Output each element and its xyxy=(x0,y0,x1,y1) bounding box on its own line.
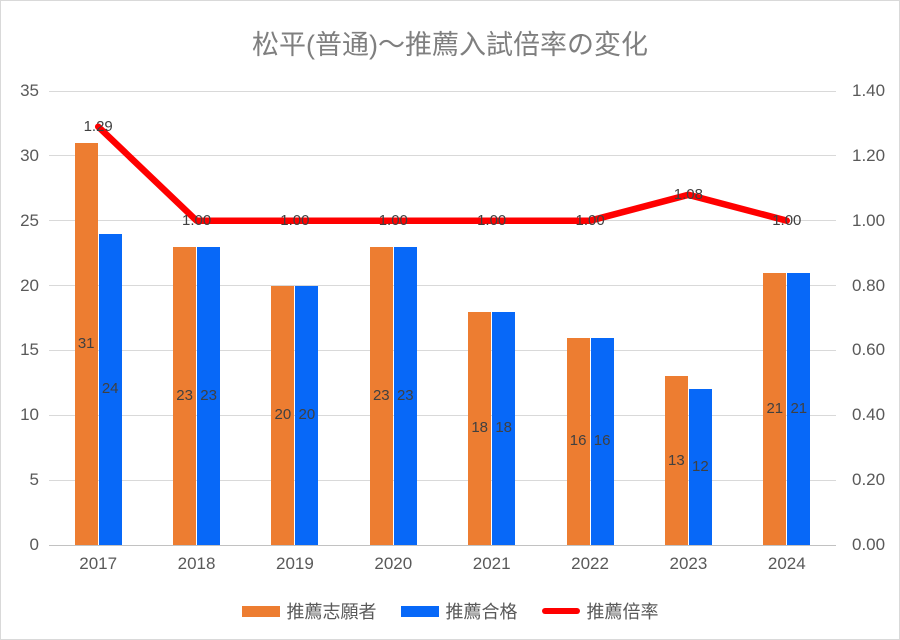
right-axis-tick-label: 0.20 xyxy=(852,470,886,490)
line-data-label: 1.00 xyxy=(477,211,507,229)
bar-data-label: 24 xyxy=(101,380,119,398)
x-axis-tick-label: 2022 xyxy=(571,554,609,573)
rate-line xyxy=(94,123,791,224)
rate-line-path xyxy=(94,123,791,224)
left-axis-tick-label: 30 xyxy=(20,145,39,165)
bar-data-label: 21 xyxy=(790,399,808,417)
gridline xyxy=(49,544,836,546)
bar-data-label: 23 xyxy=(396,386,414,404)
bar-data-label: 23 xyxy=(372,386,390,404)
x-axis-tick-label: 2019 xyxy=(276,554,314,573)
x-axis-tick-label: 2024 xyxy=(767,554,806,573)
bar-data-label: 31 xyxy=(77,334,95,352)
gridline xyxy=(49,285,836,287)
left-axis-tick-label: 5 xyxy=(29,470,39,490)
bar-accepted xyxy=(590,337,614,545)
legend-swatch xyxy=(241,605,280,617)
right-axis-tick-label: 0.40 xyxy=(852,405,886,425)
bar-data-label: 23 xyxy=(200,386,217,404)
left-axis-tick-label: 0 xyxy=(29,535,39,554)
bar-applicants xyxy=(74,142,98,545)
legend-swatch xyxy=(400,605,439,617)
line-data-label: 1.08 xyxy=(673,185,703,203)
legend-label: 推薦志願者 xyxy=(286,602,377,622)
left-axis-tick-label: 35 xyxy=(20,81,39,100)
left-axis-tick-label: 20 xyxy=(20,275,39,295)
right-axis-tick-label: 0.00 xyxy=(852,535,886,554)
legend-item-0: 推薦志願者 xyxy=(241,598,377,624)
x-axis-tick-label: 2017 xyxy=(79,554,118,573)
bar-data-label: 23 xyxy=(176,386,193,404)
line-data-label: 1.00 xyxy=(280,211,310,229)
bar-accepted xyxy=(393,246,417,545)
legend-label: 推薦倍率 xyxy=(586,602,659,622)
gridline xyxy=(49,414,836,416)
line-data-label: 1.00 xyxy=(772,211,802,229)
bar-applicants xyxy=(369,246,393,545)
x-axis-tick-label: 2018 xyxy=(177,554,216,573)
bar-applicants xyxy=(468,311,492,545)
bar-accepted xyxy=(197,246,221,545)
x-axis-tick-label: 2023 xyxy=(669,554,708,573)
bar-accepted xyxy=(492,311,516,545)
legend-item-1: 推薦合格 xyxy=(400,598,518,624)
bar-data-label: 18 xyxy=(495,419,513,437)
line-data-label: 1.29 xyxy=(83,117,113,135)
x-axis-tick-label: 2021 xyxy=(472,554,511,573)
legend-label: 推薦合格 xyxy=(445,602,518,622)
bar-accepted xyxy=(98,233,122,545)
bar-data-label: 20 xyxy=(274,406,292,424)
bar-accepted xyxy=(688,389,712,545)
bar-applicants xyxy=(566,337,590,545)
gridline xyxy=(49,155,836,157)
plot-area: 31 23 20 23 18 16 13 21 24 23 20 23 18 16 12 21 1.29 1.00… xyxy=(49,90,836,546)
line-data-label: 1.00 xyxy=(575,211,605,229)
bar-applicants xyxy=(763,272,787,545)
left-axis-tick-label: 10 xyxy=(20,405,39,425)
bar-data-label: 12 xyxy=(692,458,709,476)
gridline xyxy=(49,349,836,351)
line-data-label: 1.00 xyxy=(181,211,212,229)
bar-applicants xyxy=(173,246,197,545)
bar-applicants xyxy=(664,376,688,545)
legend-swatch xyxy=(541,608,580,614)
line-data-label: 1.00 xyxy=(378,211,408,229)
bar-data-label: 16 xyxy=(593,432,611,450)
bar-accepted xyxy=(787,272,811,545)
bar-data-label: 20 xyxy=(298,406,316,424)
gridline xyxy=(49,90,836,92)
right-axis-tick-label: 1.20 xyxy=(852,145,886,165)
right-axis-tick-label: 1.00 xyxy=(852,210,886,230)
gridline xyxy=(49,479,836,481)
bar-data-label: 18 xyxy=(471,419,489,437)
left-axis-tick-label: 15 xyxy=(20,340,39,360)
right-axis-tick-label: 0.80 xyxy=(852,275,886,295)
bar-data-label: 13 xyxy=(668,451,685,469)
right-axis-tick-label: 1.40 xyxy=(852,81,886,100)
legend-item-2: 推薦倍率 xyxy=(541,598,659,624)
bar-applicants xyxy=(271,285,295,545)
left-axis-tick-label: 25 xyxy=(20,210,39,230)
chart-title: 松平(普通)～推薦入試倍率の変化 xyxy=(252,30,648,60)
bar-data-label: 21 xyxy=(766,399,784,417)
x-axis-tick-label: 2020 xyxy=(374,554,413,573)
bar-accepted xyxy=(295,285,319,545)
right-axis-tick-label: 0.60 xyxy=(852,340,886,360)
legend: 推薦志願者 推薦合格 推薦倍率 xyxy=(1,598,899,624)
bar-data-label: 16 xyxy=(569,432,587,450)
